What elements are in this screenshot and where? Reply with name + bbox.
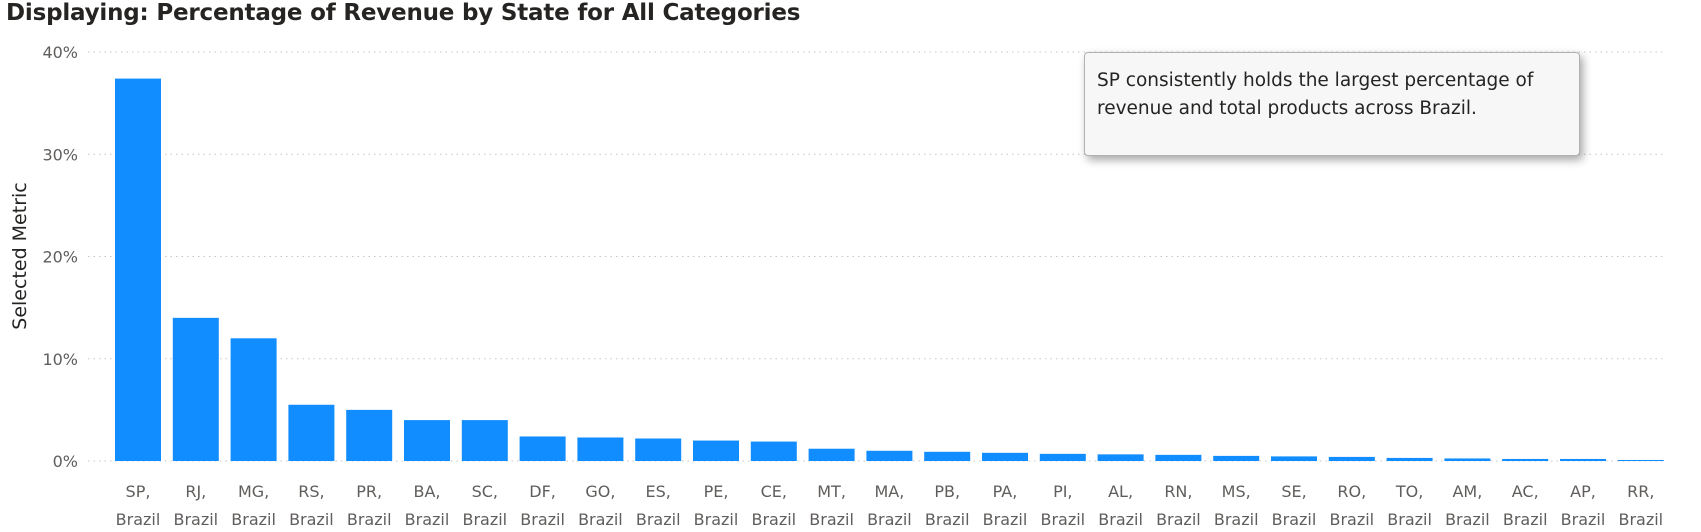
bar[interactable]: [924, 451, 971, 461]
y-tick-label: 30%: [42, 145, 78, 164]
bar[interactable]: [288, 404, 335, 461]
x-tick-label: Brazil: [289, 510, 334, 529]
x-tick-label: AL,: [1108, 482, 1133, 501]
bar[interactable]: [693, 440, 739, 461]
bar[interactable]: [519, 436, 566, 461]
x-tick-label: Brazil: [636, 510, 681, 529]
x-tick-label: CE,: [761, 482, 787, 501]
x-tick-label: AC,: [1512, 482, 1539, 501]
x-tick-label: SC,: [472, 482, 498, 501]
x-tick-label: GO,: [585, 482, 615, 501]
bar[interactable]: [982, 452, 1028, 461]
x-tick-label: Brazil: [1561, 510, 1606, 529]
x-tick-label: Brazil: [1098, 510, 1143, 529]
x-tick-label: MA,: [874, 482, 904, 501]
bar[interactable]: [1502, 458, 1549, 461]
bar[interactable]: [1213, 455, 1260, 461]
x-tick-label: Brazil: [405, 510, 450, 529]
x-tick-label: DF,: [529, 482, 556, 501]
x-tick-label: Brazil: [1214, 510, 1259, 529]
bars: [115, 78, 1664, 462]
x-tick-label: Brazil: [809, 510, 854, 529]
x-tick-label: PI,: [1053, 482, 1072, 501]
y-axis-ticks: 0% 10% 20% 30% 40%: [42, 43, 78, 471]
x-tick-label: Brazil: [462, 510, 507, 529]
x-tick-label: Brazil: [1445, 510, 1490, 529]
bar[interactable]: [577, 437, 624, 461]
x-tick-label: SE,: [1281, 482, 1306, 501]
bar[interactable]: [1386, 457, 1433, 461]
bar[interactable]: [1560, 458, 1606, 461]
x-tick-label: PR,: [356, 482, 382, 501]
bar[interactable]: [346, 409, 393, 461]
x-tick-label: AM,: [1452, 482, 1482, 501]
x-tick-label: Brazil: [925, 510, 970, 529]
annotation-textbox[interactable]: SP consistently holds the largest percen…: [1084, 52, 1580, 156]
x-tick-label: Brazil: [1040, 510, 1085, 529]
y-tick-label: 10%: [42, 350, 78, 369]
x-tick-label: Brazil: [1329, 510, 1374, 529]
bar[interactable]: [808, 448, 855, 461]
x-tick-label: Brazil: [1272, 510, 1317, 529]
chart-title: Displaying: Percentage of Revenue by Sta…: [6, 0, 801, 26]
bar[interactable]: [230, 338, 277, 461]
x-tick-label: PE,: [704, 482, 729, 501]
x-tick-label: MG,: [238, 482, 269, 501]
x-tick-label: Brazil: [1618, 510, 1663, 529]
y-axis-label: Selected Metric: [9, 182, 31, 329]
bar[interactable]: [115, 78, 161, 462]
bar[interactable]: [404, 420, 450, 461]
bar[interactable]: [461, 420, 508, 461]
x-tick-label: MT,: [817, 482, 846, 501]
x-tick-label: SP,: [126, 482, 151, 501]
x-tick-label: TO,: [1395, 482, 1423, 501]
x-tick-label: RS,: [298, 482, 324, 501]
x-tick-label: RR,: [1627, 482, 1654, 501]
x-tick-label: Brazil: [173, 510, 218, 529]
x-tick-label: PB,: [934, 482, 960, 501]
bar[interactable]: [1271, 456, 1317, 461]
bar[interactable]: [866, 450, 913, 461]
x-tick-label: Brazil: [694, 510, 739, 529]
x-tick-label: AP,: [1570, 482, 1596, 501]
x-tick-label: BA,: [413, 482, 440, 501]
x-tick-label: RJ,: [185, 482, 206, 501]
x-tick-label: Brazil: [751, 510, 796, 529]
x-tick-label: Brazil: [231, 510, 276, 529]
x-tick-label: Brazil: [1156, 510, 1201, 529]
y-tick-label: 40%: [42, 43, 78, 62]
x-tick-label: Brazil: [578, 510, 623, 529]
y-tick-label: 0%: [53, 452, 78, 471]
x-tick-label: Brazil: [867, 510, 912, 529]
x-tick-label: Brazil: [983, 510, 1028, 529]
x-tick-label: PA,: [993, 482, 1018, 501]
x-tick-label: RO,: [1337, 482, 1366, 501]
x-tick-label: Brazil: [1387, 510, 1432, 529]
y-tick-label: 20%: [42, 248, 78, 267]
x-tick-label: RN,: [1164, 482, 1192, 501]
x-tick-label: Brazil: [1503, 510, 1548, 529]
bar[interactable]: [635, 438, 682, 461]
bar[interactable]: [1097, 454, 1144, 461]
bar[interactable]: [1039, 453, 1086, 461]
bar[interactable]: [172, 317, 219, 461]
x-axis-ticks: SP, Brazil RJ, Brazil MG, Brazil RS, Brazil PR, B…: [116, 482, 1663, 529]
x-tick-label: Brazil: [116, 510, 161, 529]
x-tick-label: Brazil: [347, 510, 392, 529]
x-tick-label: MS,: [1222, 482, 1251, 501]
x-tick-label: Brazil: [520, 510, 565, 529]
x-tick-label: ES,: [646, 482, 671, 501]
bar[interactable]: [1617, 459, 1664, 461]
bar[interactable]: [1328, 456, 1375, 461]
bar[interactable]: [1444, 458, 1491, 461]
bar[interactable]: [750, 441, 797, 461]
bar[interactable]: [1155, 454, 1202, 461]
